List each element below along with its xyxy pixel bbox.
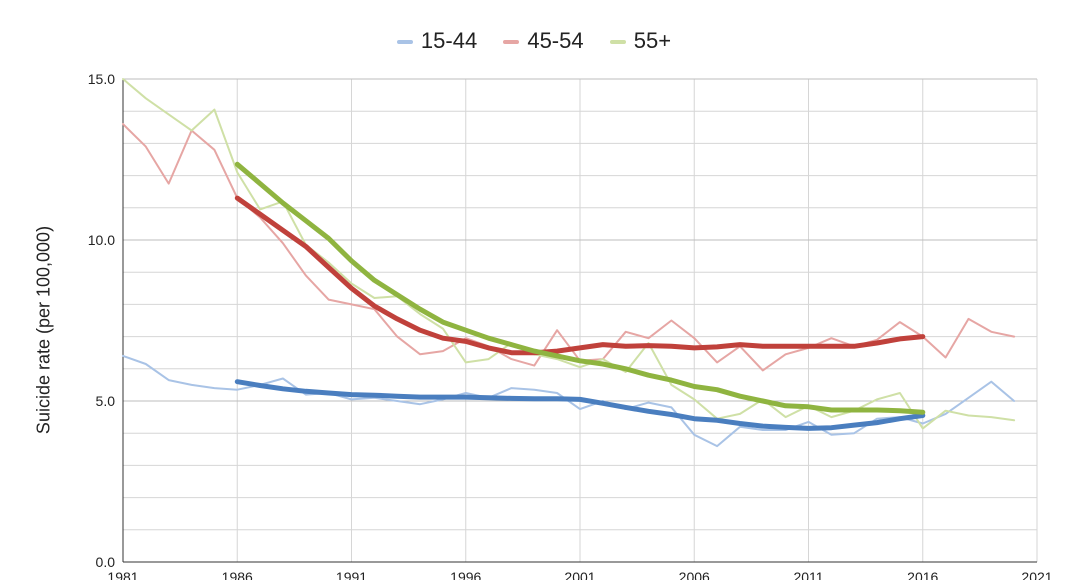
- legend-label-15-44: 15-44: [420, 28, 478, 53]
- x-tick-label: 1996: [450, 569, 481, 580]
- x-tick-label: 2006: [679, 569, 710, 580]
- x-tick-label: 2016: [907, 569, 938, 580]
- legend-label-45-54: 45-54: [527, 28, 584, 53]
- legend-swatch-15-44: [396, 40, 413, 45]
- legend-swatch-45-54: [503, 40, 520, 45]
- legend-item-55-plus[interactable]: 55+: [609, 28, 672, 54]
- series-line-raw-45-54: [122, 123, 1016, 372]
- series-line-raw-55+: [122, 78, 1016, 430]
- chart-legend: 15-44 45-54 55+: [0, 28, 1068, 54]
- legend-item-15-44[interactable]: 15-44: [396, 28, 478, 54]
- x-tick-label: 2021: [1021, 569, 1052, 580]
- y-tick-label: 10.0: [88, 232, 115, 248]
- series-line-trend-45-54: [234, 195, 926, 356]
- x-tick-label: 1981: [107, 569, 138, 580]
- legend-item-45-54[interactable]: 45-54: [503, 28, 584, 54]
- x-tick-label: 2001: [564, 569, 595, 580]
- series-line-trend-55+: [234, 161, 926, 415]
- y-tick-label: 15.0: [88, 71, 115, 87]
- x-tick-label: 1991: [336, 569, 367, 580]
- legend-swatch-55-plus: [609, 40, 626, 45]
- y-tick-label: 0.0: [96, 554, 116, 570]
- y-tick-label: 5.0: [96, 393, 116, 409]
- series-line-trend-15-44: [234, 379, 926, 431]
- legend-label-55-plus: 55+: [633, 28, 672, 53]
- x-tick-label: 1986: [222, 569, 253, 580]
- x-tick-label: 2011: [793, 569, 823, 580]
